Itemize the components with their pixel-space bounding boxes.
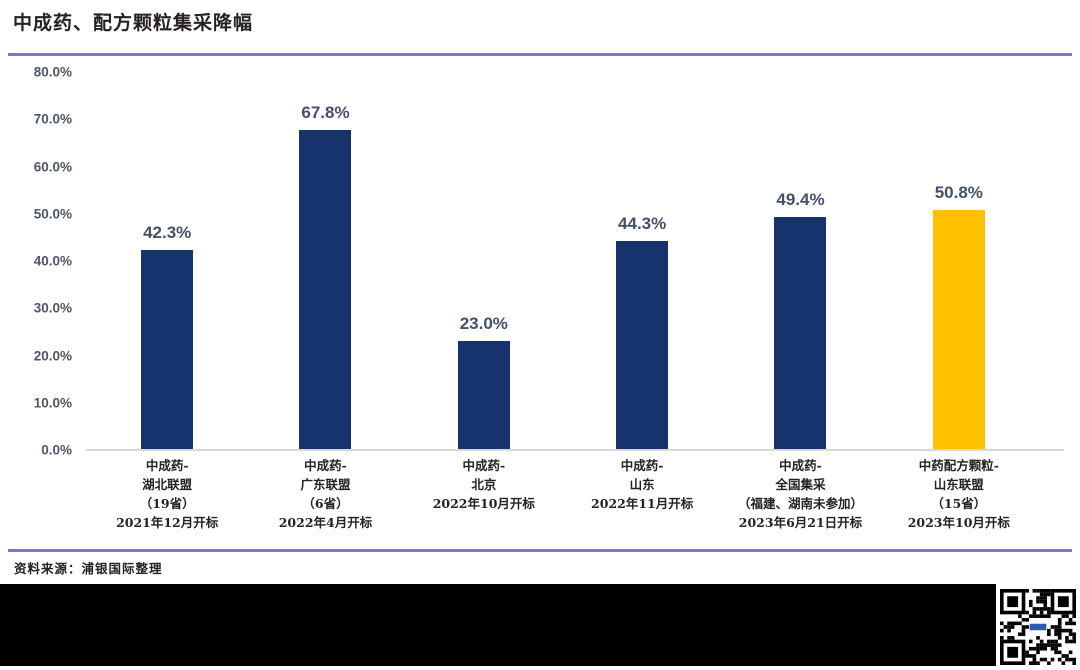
y-tick-label: 10.0% xyxy=(33,395,72,411)
x-category-label: 中成药- 山东 2022年11月开标 xyxy=(591,458,694,511)
x-category-label: 中药配方颗粒- 山东联盟 （15省） 2023年10月开标 xyxy=(907,458,1010,530)
y-tick-label: 60.0% xyxy=(33,159,72,174)
bar-value-label: 23.0% xyxy=(459,314,508,334)
bar-value-label: 67.8% xyxy=(301,102,350,122)
bar-group: 42.3% xyxy=(88,72,246,450)
y-tick-label: 0.0% xyxy=(41,442,72,458)
bar-group: 44.3% xyxy=(563,72,721,450)
plot-area: 42.3% 67.8% 23.0% 44.3% 49.4% 50.8% xyxy=(88,72,1038,450)
bar-columns: 42.3% 67.8% 23.0% 44.3% 49.4% 50.8% xyxy=(88,72,1038,450)
y-tick-label: 80.0% xyxy=(33,64,72,80)
y-tick-label: 30.0% xyxy=(33,300,72,316)
chart-title: 中成药、配方颗粒集采降幅 xyxy=(13,12,254,34)
qr-code xyxy=(996,584,1080,670)
y-axis: 0.0% 10.0% 20.0% 30.0% 40.0% 50.0% 60.0% 70.0% 8… xyxy=(0,65,72,458)
bar xyxy=(141,250,194,450)
source-note: 资料来源：浦银国际整理 xyxy=(14,561,163,576)
y-tick-label: 40.0% xyxy=(33,253,72,269)
y-tick-label: 70.0% xyxy=(33,111,72,127)
x-axis-line xyxy=(86,449,1064,451)
bottom-black-bar xyxy=(0,584,996,666)
bar xyxy=(616,240,669,450)
qr-code-image xyxy=(1000,589,1076,665)
bar xyxy=(299,129,352,450)
bar-value-label: 44.3% xyxy=(618,213,667,233)
bar-group: 50.8% xyxy=(880,72,1038,450)
bar xyxy=(457,341,510,450)
bar-group: 67.8% xyxy=(246,72,404,450)
bar xyxy=(932,209,985,450)
bar-group: 23.0% xyxy=(405,72,563,450)
y-tick-label: 50.0% xyxy=(33,206,72,222)
footer-divider xyxy=(8,549,1072,552)
x-axis-labels: 中成药- 湖北联盟 （19省） 2021年12月开标 中成药- 广东联盟 （6省）… xyxy=(88,456,1038,532)
bar xyxy=(774,216,827,450)
x-category-label: 中成药- 广东联盟 （6省） 2022年4月开标 xyxy=(278,458,373,530)
y-tick-label: 20.0% xyxy=(33,348,72,363)
x-category-label: 中成药- 湖北联盟 （19省） 2021年12月开标 xyxy=(116,458,219,530)
x-category-label: 中成药- 全国集采 （福建、湖南未参加） 2023年6月21日开标 xyxy=(737,458,863,530)
bar-value-label: 50.8% xyxy=(934,182,983,202)
bar-value-label: 49.4% xyxy=(776,189,825,209)
x-category-label: 中成药- 北京 2022年10月开标 xyxy=(432,458,535,511)
bar-group: 49.4% xyxy=(721,72,879,450)
bar-value-label: 42.3% xyxy=(143,223,192,243)
header-divider xyxy=(8,53,1072,56)
